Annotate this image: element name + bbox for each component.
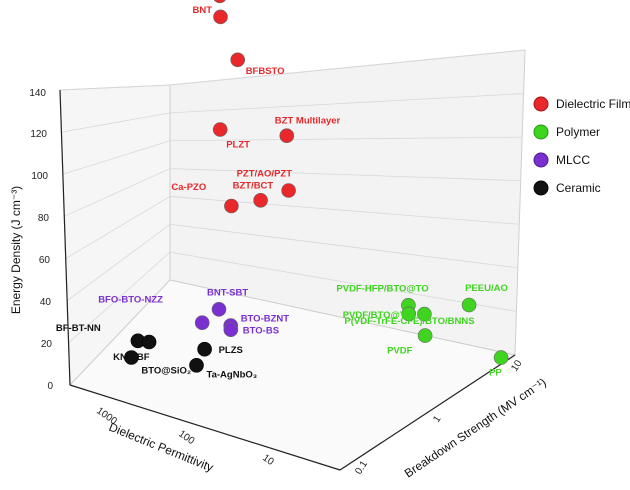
- data-point: [279, 128, 295, 143]
- data-point: [213, 9, 228, 25]
- y-tick: 10: [509, 358, 525, 374]
- data-point: [230, 52, 245, 68]
- point-label: PVDF: [387, 346, 413, 357]
- data-point: [189, 357, 204, 373]
- data-point: [197, 341, 212, 357]
- gridline: [169, 136, 523, 142]
- data-point: [194, 315, 210, 331]
- point-label: PVDF-HFP/BTO@TO: [336, 283, 428, 294]
- data-point: [212, 122, 228, 137]
- data-point: [213, 0, 226, 4]
- gridline: [65, 196, 171, 259]
- z-tick: 20: [41, 339, 53, 350]
- legend-label: MLCC: [556, 153, 590, 167]
- point-label: Ta-AgNbO₃: [207, 369, 258, 380]
- gridline: [169, 251, 517, 312]
- point-label: PP: [489, 368, 502, 379]
- data-point: [211, 301, 227, 317]
- legend-marker-polymer: [533, 124, 549, 140]
- y-axis-line: [339, 354, 516, 471]
- x-axis-line: [69, 384, 341, 471]
- z-tick: 60: [39, 255, 51, 266]
- x-axis-title: Dielectric Permittivity: [107, 420, 215, 475]
- point-label: BZT/BCT: [233, 180, 274, 191]
- z-ticks: 0 20 40 60 80 100 120 140: [29, 88, 53, 392]
- point-label: PZT/AO/PZT: [237, 169, 293, 180]
- point-label: BFO-BTO-NZZ: [98, 295, 163, 306]
- point-labels: PMN-PTBNTBFBSTOPLZTBZT MultilayerPZT/AO/…: [56, 5, 508, 380]
- gridline: [169, 49, 526, 86]
- data-point: [223, 322, 239, 338]
- legend-label: Polymer: [556, 125, 600, 139]
- gridline: [62, 140, 171, 175]
- z-tick: 0: [47, 381, 53, 392]
- data-point: [124, 350, 139, 365]
- gridline: [59, 84, 171, 91]
- gridline: [66, 223, 171, 302]
- legend-marker-ceramic: [533, 180, 549, 196]
- z-tick: 100: [31, 171, 48, 182]
- data-point: [417, 328, 433, 343]
- y-tick: 0.1: [353, 459, 370, 477]
- z-tick: 40: [40, 297, 52, 308]
- data-point: [253, 193, 268, 208]
- point-label: BNT-SBT: [207, 287, 248, 298]
- data-points: [124, 0, 509, 373]
- point-label: BTO-BZNT: [241, 314, 290, 325]
- z-tick: 140: [29, 88, 46, 99]
- gridline: [68, 251, 171, 344]
- data-point: [493, 350, 509, 365]
- point-label: BTO@SiO₂: [141, 366, 191, 377]
- z-tick: 80: [38, 213, 50, 224]
- gridline: [64, 168, 171, 217]
- z-axis-line: [59, 89, 71, 386]
- gridline: [169, 93, 524, 114]
- data-point: [401, 306, 417, 322]
- data-point: [417, 306, 432, 322]
- x-tick: 10: [260, 452, 276, 468]
- gridline: [169, 168, 521, 182]
- point-label: PVDF/BTO@TO: [343, 310, 413, 321]
- z-axis-title: Energy Density (J cm⁻³): [9, 186, 23, 314]
- axis-lines: [59, 89, 516, 471]
- legend-marker-dielectric-film: [533, 96, 549, 112]
- point-label: PLZT: [226, 140, 250, 151]
- data-point: [461, 297, 477, 313]
- box-panes: [59, 49, 526, 471]
- point-label: BTO-BS: [243, 326, 279, 337]
- point-label: Ca-PZO: [171, 182, 206, 193]
- data-point: [141, 334, 157, 350]
- point-label: P(VDF-TrFE-CFE)/BTO/BNNS: [344, 316, 474, 327]
- point-label: BZT Multilayer: [275, 116, 341, 127]
- x-tick: 100: [176, 428, 196, 447]
- point-label: PEEU/AO: [465, 283, 508, 294]
- point-label: BNT: [193, 5, 213, 16]
- point-label: BF-BT-NN: [56, 323, 101, 334]
- legend-marker-mlcc: [533, 152, 549, 168]
- z-tick: 120: [30, 129, 47, 140]
- y-tick: 1: [431, 414, 443, 425]
- data-point: [281, 183, 296, 198]
- gridline: [61, 112, 171, 133]
- gridlines: [59, 49, 526, 344]
- legend-label: Dielectric Film: [556, 97, 630, 111]
- point-label: BFBSTO: [246, 66, 285, 77]
- legend-label: Ceramic: [556, 181, 601, 195]
- data-point: [224, 198, 239, 214]
- legend: Dielectric Film Polymer MLCC Ceramic: [533, 96, 630, 196]
- gridline: [169, 223, 518, 269]
- point-label: PLZS: [219, 345, 243, 356]
- point-label: KNN-BF: [113, 352, 150, 363]
